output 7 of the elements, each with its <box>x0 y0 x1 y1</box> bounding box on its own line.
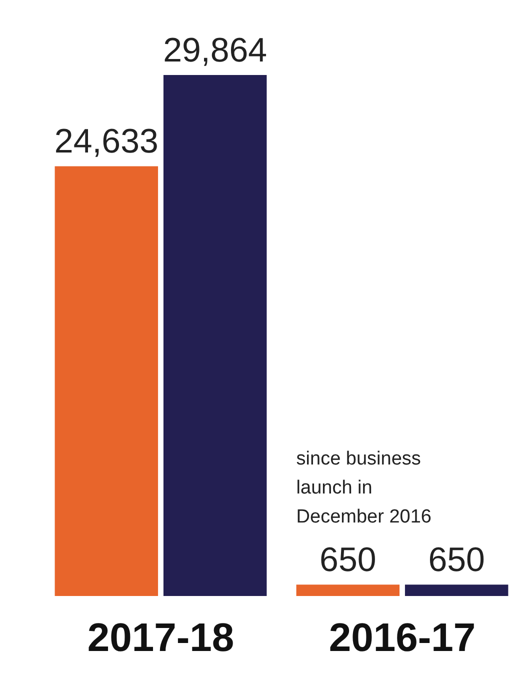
data-label: 650 <box>428 541 485 580</box>
data-label: 29,864 <box>163 31 268 70</box>
x-tick-label: 2017-18 <box>87 616 234 660</box>
data-label: 24,633 <box>54 122 158 161</box>
annotation: since business launch in December 2016 <box>296 448 432 528</box>
x-tick-label: 2016-17 <box>328 616 476 660</box>
data-label: 650 <box>320 541 376 580</box>
